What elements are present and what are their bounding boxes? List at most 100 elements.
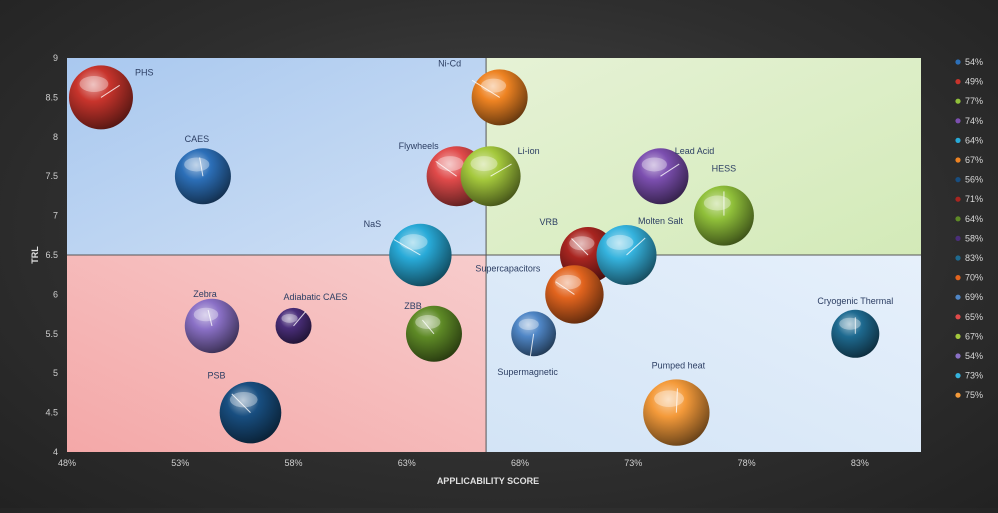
- bubble-label: HESS: [712, 164, 737, 174]
- legend-label: 54%: [965, 351, 983, 361]
- bubble-label: Cryogenic Thermal: [817, 296, 893, 306]
- label-leader-line: [207, 309, 213, 327]
- bubble-highlight: [229, 391, 258, 408]
- legend-label: 83%: [965, 253, 983, 263]
- x-tick-label: 63%: [398, 458, 416, 468]
- bubble-highlight: [399, 234, 428, 250]
- bubble-highlight: [518, 318, 539, 330]
- legend-marker: [955, 157, 961, 163]
- bubble-label: Adiabatic CAES: [284, 292, 348, 302]
- legend-label: 49%: [965, 77, 983, 87]
- legend-label: 75%: [965, 390, 983, 400]
- bubble-label: CAES: [185, 134, 210, 144]
- legend-marker: [955, 333, 961, 339]
- legend-marker: [955, 373, 961, 379]
- legend-label: 56%: [965, 175, 983, 185]
- quadrant-top-left: [67, 58, 487, 255]
- label-leader-line: [393, 239, 421, 256]
- legend-marker: [955, 98, 961, 104]
- legend-marker: [955, 177, 961, 183]
- legend-marker: [955, 196, 961, 202]
- label-leader-line: [675, 388, 678, 413]
- label-leader-line: [435, 160, 457, 177]
- bubble-label: PSB: [207, 371, 225, 381]
- bubble-label: Li-ion: [518, 146, 540, 156]
- x-tick-label: 78%: [738, 458, 756, 468]
- legend-label: 65%: [965, 312, 983, 322]
- bubble-label: Molten Salt: [638, 216, 684, 226]
- label-leader-line: [529, 333, 535, 357]
- x-tick-label: 83%: [851, 458, 869, 468]
- legend-label: 54%: [965, 57, 983, 67]
- label-leader-line: [100, 84, 120, 98]
- bubble-label: Supermagnetic: [497, 367, 558, 377]
- bubble-highlight: [470, 156, 498, 172]
- bubble-label: Ni-Cd: [438, 58, 461, 68]
- legend-marker: [955, 275, 961, 281]
- label-leader-line: [422, 319, 435, 335]
- x-tick-label: 68%: [511, 458, 529, 468]
- label-leader-line: [199, 157, 204, 177]
- x-tick-label: 58%: [285, 458, 303, 468]
- legend-marker: [955, 392, 961, 398]
- legend-label: 58%: [965, 233, 983, 243]
- label-leader-line: [626, 237, 646, 256]
- bubble-highlight: [554, 274, 582, 290]
- y-tick-label: 8: [53, 132, 58, 142]
- y-tick-label: 9: [53, 53, 58, 63]
- bubble-label: NaS: [364, 219, 382, 229]
- y-tick-label: 5.5: [45, 329, 58, 339]
- legend-label: 73%: [965, 371, 983, 381]
- x-tick-label: 53%: [171, 458, 189, 468]
- bubble-highlight: [480, 78, 507, 93]
- label-leader-line: [571, 238, 589, 256]
- bubble-label: Lead Acid: [675, 146, 715, 156]
- bubble-highlight: [79, 75, 109, 92]
- legend-label: 77%: [965, 96, 983, 106]
- y-tick-label: 4.5: [45, 408, 58, 418]
- legend-marker: [955, 118, 961, 124]
- bubble-highlight: [839, 317, 861, 330]
- y-tick-label: 6: [53, 289, 58, 299]
- bubble-highlight: [193, 307, 219, 322]
- legend-marker: [955, 79, 961, 85]
- legend-label: 70%: [965, 273, 983, 283]
- bubble-highlight: [641, 157, 667, 172]
- y-tick-label: 6.5: [45, 250, 58, 260]
- legend: 54% 49% 77% 74% 64% 67% 56% 71% 64% 58% 83% 70% 69% 6…: [955, 57, 983, 400]
- label-leader-line: [490, 163, 512, 177]
- y-tick-label: 8.5: [45, 92, 58, 102]
- legend-label: 74%: [965, 116, 983, 126]
- y-tick-label: 7: [53, 211, 58, 221]
- x-tick-label: 48%: [58, 458, 76, 468]
- legend-marker: [955, 294, 961, 300]
- label-leader-line: [231, 393, 251, 413]
- bubble-label: ZBB: [404, 301, 422, 311]
- legend-marker: [955, 216, 961, 222]
- label-leader-line: [471, 79, 500, 98]
- bubble-labels: PHS CAES Ni-Cd Flywheels Li-ion Lead Acid HESS…: [100, 58, 893, 413]
- legend-marker: [955, 59, 961, 65]
- bubble-highlight: [703, 195, 731, 211]
- legend-label: 67%: [965, 331, 983, 341]
- y-tick-label: 7.5: [45, 171, 58, 181]
- legend-label: 67%: [965, 155, 983, 165]
- legend-marker: [955, 255, 961, 261]
- legend-label: 69%: [965, 292, 983, 302]
- bubble-highlight: [606, 234, 634, 250]
- legend-marker: [955, 314, 961, 320]
- label-leader-line: [660, 163, 680, 177]
- bubble-label: Zebra: [193, 289, 217, 299]
- axes: 48% 53% 58% 63% 68% 73% 78% 83% 4 4.5 5 5.5 6 6.5 7 7.5…: [30, 53, 869, 486]
- bubble-label: PHS: [135, 67, 154, 77]
- bubble-highlight: [654, 390, 684, 407]
- y-tick-label: 4: [53, 447, 58, 457]
- bubble: [219, 381, 282, 444]
- quadrant-dividers: [67, 58, 921, 452]
- legend-label: 71%: [965, 194, 983, 204]
- bubble-highlight: [569, 236, 595, 251]
- x-axis-title: APPLICABILITY SCORE: [437, 476, 539, 486]
- legend-label: 64%: [965, 214, 983, 224]
